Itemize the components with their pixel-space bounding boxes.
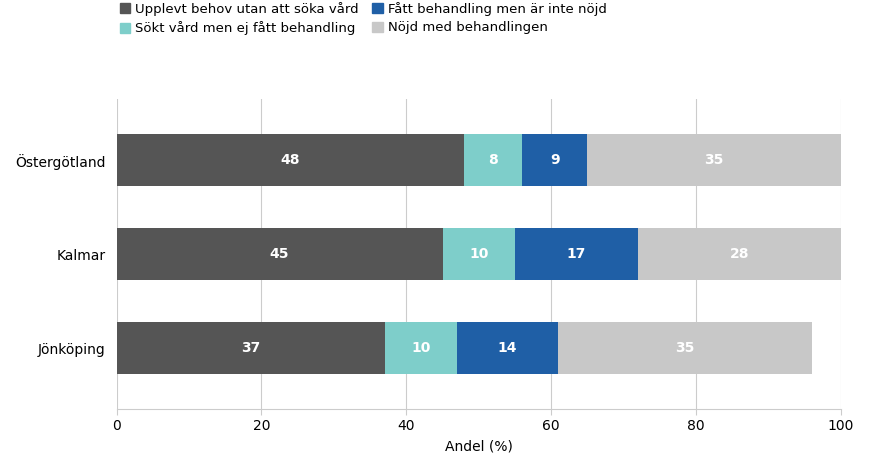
Text: 45: 45	[269, 247, 289, 261]
Text: 17: 17	[567, 247, 587, 261]
Text: 10: 10	[411, 341, 430, 355]
Bar	[587, 134, 841, 186]
Bar	[457, 322, 559, 374]
Bar	[116, 322, 385, 374]
Bar	[116, 228, 442, 280]
Bar	[638, 228, 841, 280]
Bar	[559, 322, 812, 374]
Bar	[385, 322, 457, 374]
Text: 35: 35	[705, 153, 724, 167]
Text: 10: 10	[469, 247, 488, 261]
Bar	[522, 134, 587, 186]
Text: 14: 14	[498, 341, 517, 355]
Bar	[464, 134, 522, 186]
Text: 37: 37	[241, 341, 260, 355]
Text: 28: 28	[730, 247, 749, 261]
Bar	[116, 134, 464, 186]
X-axis label: Andel (%): Andel (%)	[445, 439, 513, 453]
Bar	[515, 228, 638, 280]
Text: 48: 48	[281, 153, 300, 167]
Bar	[442, 228, 515, 280]
Text: 9: 9	[550, 153, 560, 167]
Legend: Upplevt behov utan att söka vård, Sökt vård men ej fått behandling, Fått behandl: Upplevt behov utan att söka vård, Sökt v…	[120, 2, 607, 35]
Text: 35: 35	[675, 341, 695, 355]
Text: 8: 8	[488, 153, 498, 167]
